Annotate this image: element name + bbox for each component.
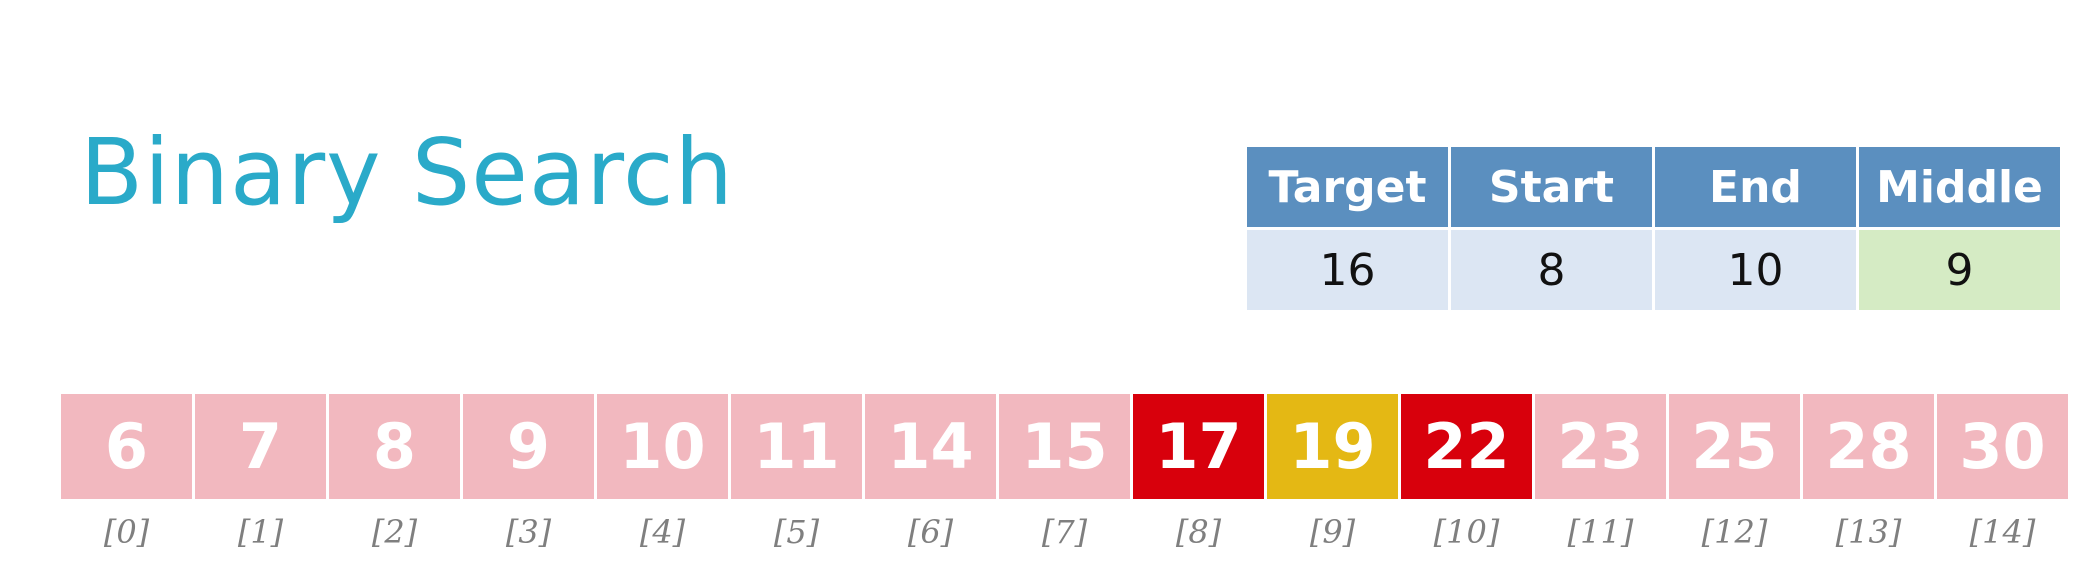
- array-index: [7]: [1041, 513, 1088, 551]
- start-header: Start: [1451, 147, 1652, 227]
- array-cell: 30: [1937, 394, 2068, 499]
- array-index: [12]: [1701, 513, 1768, 551]
- middle-header: Middle: [1859, 147, 2060, 227]
- page-title: Binary Search: [80, 119, 734, 226]
- array-index: [3]: [505, 513, 552, 551]
- state-value-row: 16 8 10 9: [1247, 230, 2060, 310]
- array-element: 10 [4]: [597, 394, 728, 551]
- array-element: 28 [13]: [1803, 394, 1934, 551]
- array-index: [10]: [1433, 513, 1500, 551]
- array-element: 8 [2]: [329, 394, 460, 551]
- array-cell: 14: [865, 394, 996, 499]
- array-element: 17 [8]: [1133, 394, 1264, 551]
- array-index: [5]: [773, 513, 820, 551]
- array-element: 9 [3]: [463, 394, 594, 551]
- target-value: 16: [1247, 230, 1448, 310]
- array-index: [6]: [907, 513, 954, 551]
- array-element: 22 [10]: [1401, 394, 1532, 551]
- array-index: [9]: [1309, 513, 1356, 551]
- array-index: [2]: [371, 513, 418, 551]
- array-element: 7 [1]: [195, 394, 326, 551]
- end-header: End: [1655, 147, 1856, 227]
- array-element: 14 [6]: [865, 394, 996, 551]
- array-index: [14]: [1969, 513, 2036, 551]
- array-cell: 7: [195, 394, 326, 499]
- array-element: 15 [7]: [999, 394, 1130, 551]
- middle-value: 9: [1859, 230, 2060, 310]
- array-element: 30 [14]: [1937, 394, 2068, 551]
- array-element: 6 [0]: [61, 394, 192, 551]
- array-cell: 6: [61, 394, 192, 499]
- array-cell: 23: [1535, 394, 1666, 499]
- search-state-table: Target Start End Middle 16 8 10 9: [1244, 144, 2063, 313]
- array-cell: 9: [463, 394, 594, 499]
- array-index: [8]: [1175, 513, 1222, 551]
- array-index: [11]: [1567, 513, 1634, 551]
- array-cell: 10: [597, 394, 728, 499]
- array-cell: 25: [1669, 394, 1800, 499]
- sorted-array: 6 [0] 7 [1] 8 [2] 9 [3] 10 [4] 11 [5] 14…: [61, 394, 2068, 551]
- array-element: 11 [5]: [731, 394, 862, 551]
- array-index: [13]: [1835, 513, 1902, 551]
- array-element: 19 [9]: [1267, 394, 1398, 551]
- array-cell: 11: [731, 394, 862, 499]
- array-cell-end: 22: [1401, 394, 1532, 499]
- array-cell: 15: [999, 394, 1130, 499]
- array-element: 23 [11]: [1535, 394, 1666, 551]
- array-cell: 8: [329, 394, 460, 499]
- end-value: 10: [1655, 230, 1856, 310]
- array-index: [0]: [103, 513, 150, 551]
- array-cell-start: 17: [1133, 394, 1264, 499]
- start-value: 8: [1451, 230, 1652, 310]
- target-header: Target: [1247, 147, 1448, 227]
- array-element: 25 [12]: [1669, 394, 1800, 551]
- array-index: [4]: [639, 513, 686, 551]
- array-cell: 28: [1803, 394, 1934, 499]
- array-index: [1]: [237, 513, 284, 551]
- state-header-row: Target Start End Middle: [1247, 147, 2060, 227]
- array-cell-middle: 19: [1267, 394, 1398, 499]
